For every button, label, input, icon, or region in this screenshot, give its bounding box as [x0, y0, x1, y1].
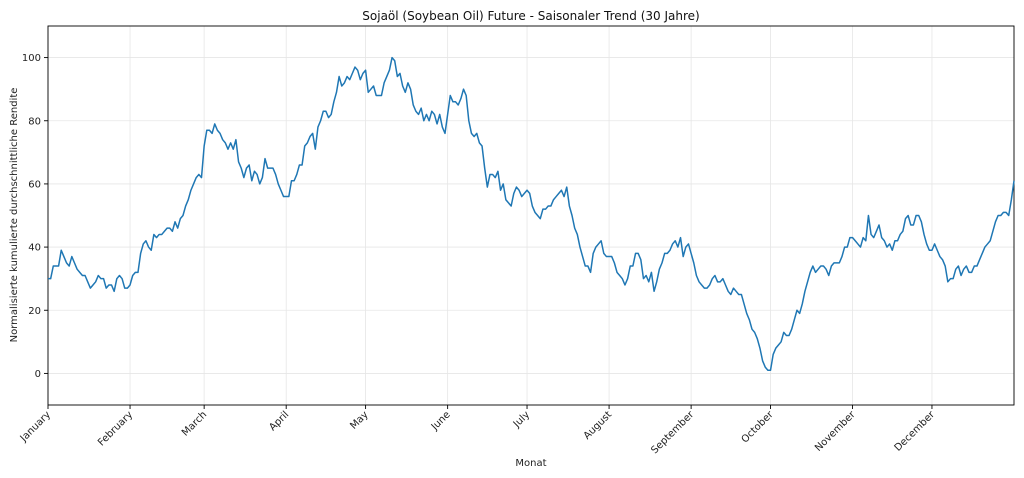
- grid-lines: [47, 26, 1014, 405]
- y-axis-label: Normalisierte kumulierte durchschnittlic…: [9, 88, 20, 343]
- y-tick-label: 0: [35, 369, 41, 380]
- y-tick-label: 80: [28, 116, 41, 127]
- series-line-0: [48, 56, 1015, 372]
- y-tick-label: 40: [28, 243, 41, 254]
- y-tick-label: 60: [28, 179, 41, 190]
- y-tick-label: 20: [28, 306, 41, 317]
- series-layer: [48, 56, 1015, 372]
- x-axis-label: Monat: [515, 458, 546, 469]
- y-axis-ticks: 0 20 40 60 80 100: [22, 53, 48, 380]
- chart-title: Sojaöl (Soybean Oil) Future - Saisonaler…: [362, 9, 699, 23]
- plot-area-frame: [47, 25, 1015, 406]
- y-tick-label: 100: [22, 53, 41, 64]
